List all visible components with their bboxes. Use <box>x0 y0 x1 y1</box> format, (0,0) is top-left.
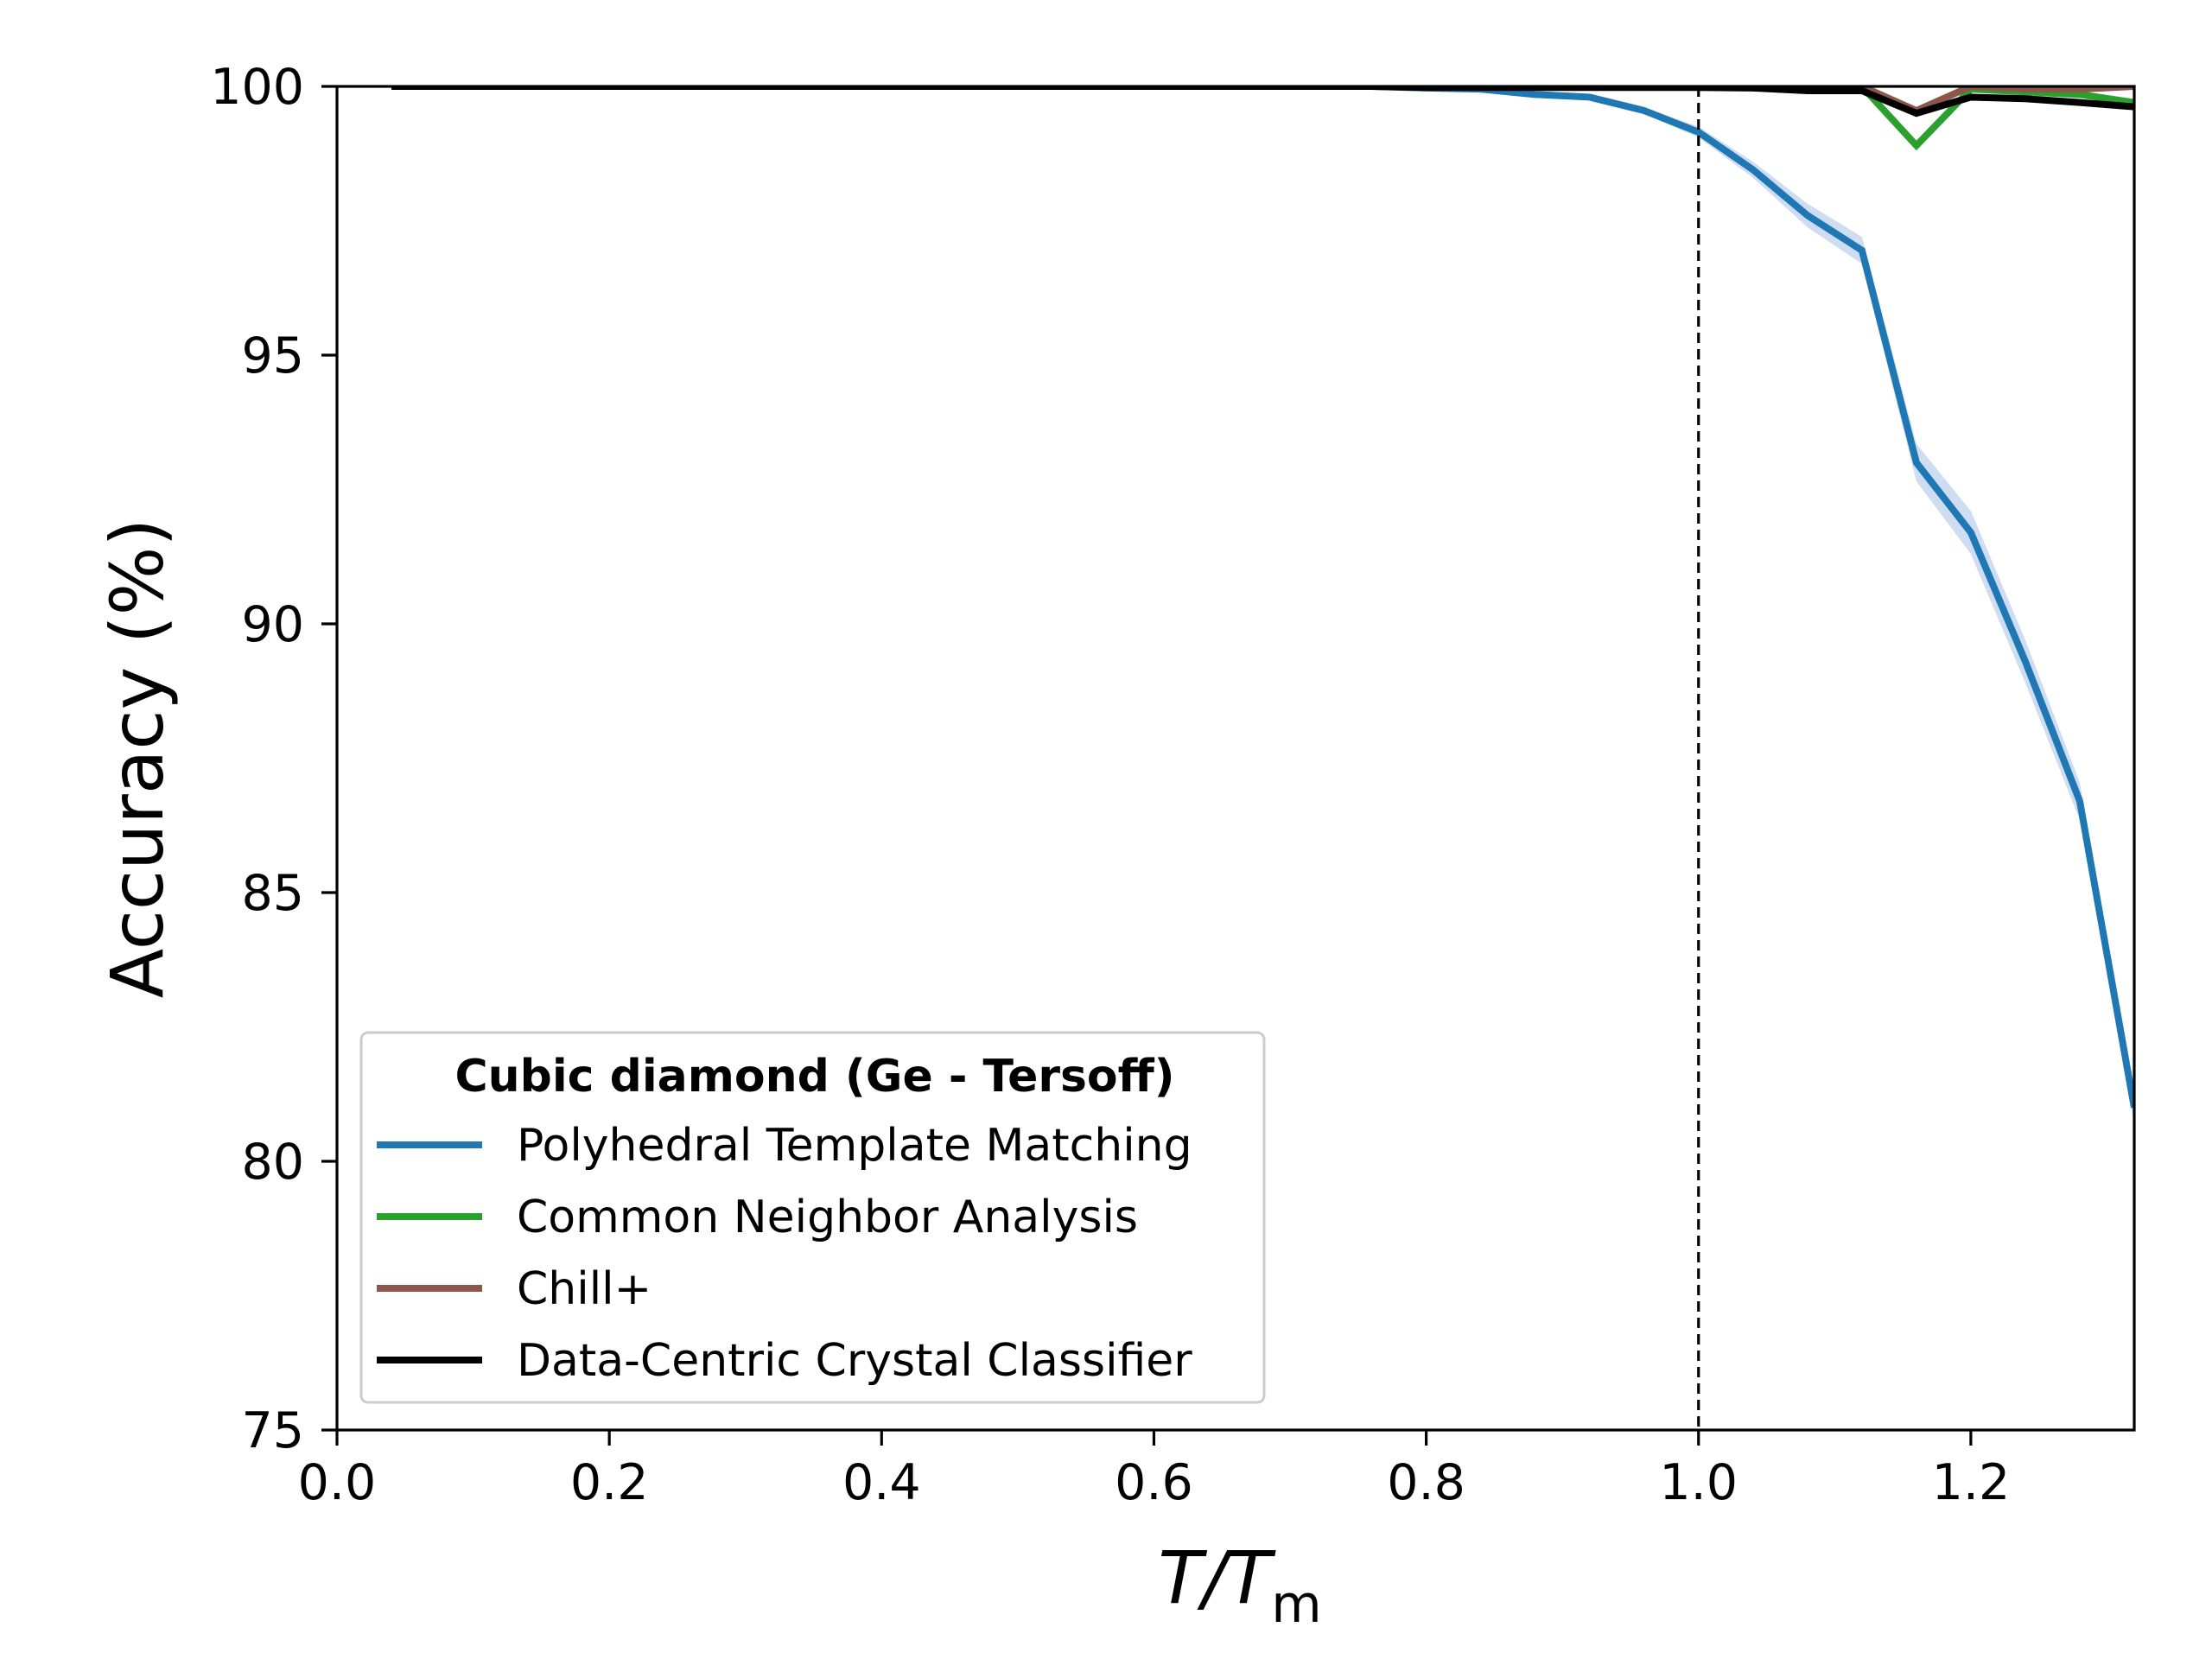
x-tick-label: 0.0 <box>298 1454 377 1511</box>
x-tick-label: 0.2 <box>570 1454 649 1511</box>
legend-title: Cubic diamond (Ge - Tersoff) <box>454 1051 1174 1103</box>
x-tick-label: 0.8 <box>1387 1454 1465 1511</box>
y-tick-label: 90 <box>241 596 304 653</box>
legend-label: Data-Centric Crystal Classifier <box>517 1335 1192 1387</box>
series-line-polyhedral-template-matching <box>391 86 2134 1109</box>
x-tick-label: 1.0 <box>1659 1454 1738 1511</box>
plot-frame <box>335 85 2136 1432</box>
legend-label: Common Neighbor Analysis <box>517 1192 1138 1243</box>
x-axis-label-subscript: m <box>1271 1574 1321 1635</box>
legend-label: Chill+ <box>517 1263 652 1315</box>
plot-area <box>391 86 2134 1124</box>
x-axis-label-main: T/T <box>1158 1535 1276 1620</box>
y-axis-label: Accuracy (%) <box>95 518 180 999</box>
y-tick-label: 75 <box>241 1402 304 1459</box>
y-tick-label: 80 <box>241 1134 304 1191</box>
y-tick-label: 95 <box>241 327 304 385</box>
x-tick-label: 0.4 <box>842 1454 921 1511</box>
y-tick-label: 85 <box>241 865 304 922</box>
x-tick-label: 0.6 <box>1115 1454 1193 1511</box>
y-tick-label: 100 <box>210 59 304 116</box>
series-line-data-centric-crystal-classifier <box>391 86 2134 118</box>
axes: 0.0 0.2 0.4 0.6 0.8 1.0 1.2 75 80 85 90 95 100 <box>210 59 2010 1511</box>
legend-label: Polyhedral Template Matching <box>517 1120 1192 1172</box>
x-axis-label: T/Tm <box>1158 1535 1321 1635</box>
legend-entries: Polyhedral Template Matching Common Neigh… <box>377 1120 1192 1387</box>
legend-box <box>359 1031 1266 1404</box>
x-tick-label: 1.2 <box>1932 1454 2011 1511</box>
legend: Cubic diamond (Ge - Tersoff) Polyhedral … <box>359 1031 1266 1404</box>
